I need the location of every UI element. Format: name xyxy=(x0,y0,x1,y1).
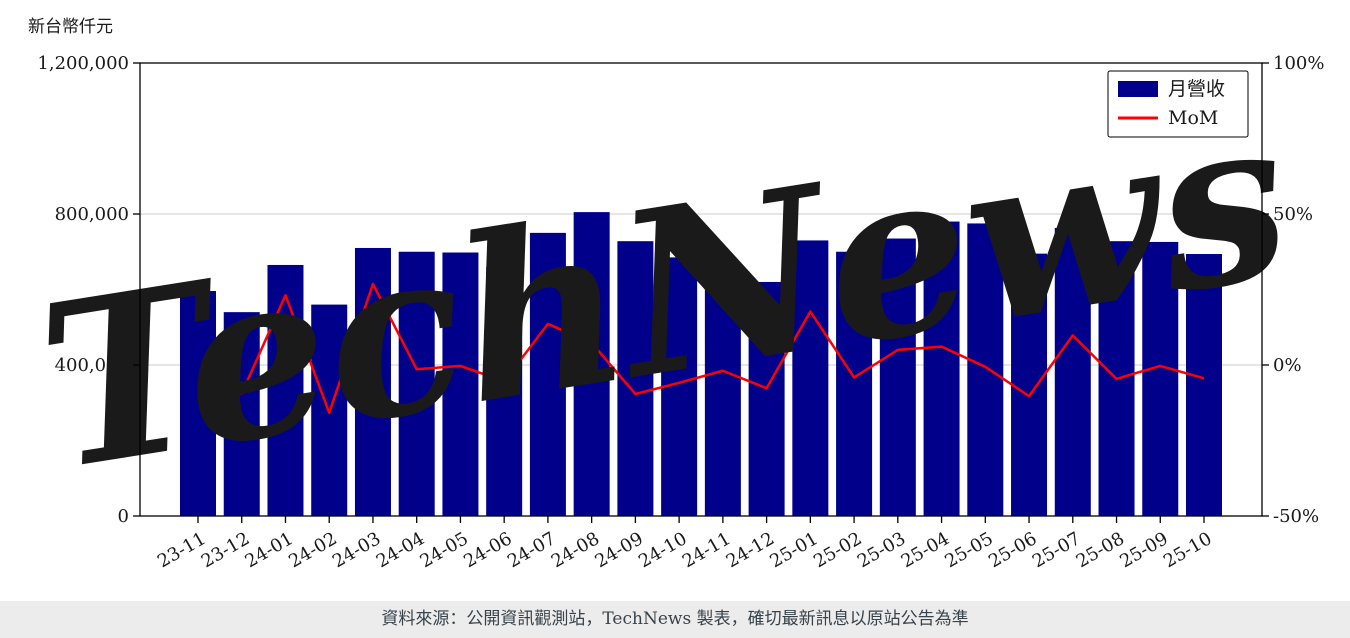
revenue-bar xyxy=(398,251,435,516)
plot-border xyxy=(139,62,1263,517)
x-axis-tick-label: 24-03 xyxy=(329,528,384,572)
x-axis-tick-label: 24-07 xyxy=(504,528,559,572)
revenue-bar xyxy=(1054,227,1091,516)
right-axis-tick-label: -50% xyxy=(1273,506,1319,527)
x-axis-tick-label: 24-04 xyxy=(373,528,428,572)
x-axis-tick-label: 24-05 xyxy=(416,528,471,572)
revenue-bar xyxy=(836,251,873,516)
x-axis-tick-label: 25-10 xyxy=(1160,528,1215,572)
mom-line xyxy=(197,282,1205,414)
x-axis-tick-label: 24-09 xyxy=(591,528,646,572)
x-axis-tick-label: 25-01 xyxy=(766,528,821,572)
x-axis-tick-label: 24-02 xyxy=(285,528,340,572)
x-axis-tick-label: 24-01 xyxy=(242,528,297,572)
left-axis-tick-label: 1,200,000 xyxy=(37,53,129,74)
source-footer: 資料來源：公開資訊觀測站，TechNews 製表，確切最新訊息以原站公告為準 xyxy=(0,601,1350,638)
x-axis-tick-label: 24-08 xyxy=(548,528,603,572)
right-axis-tick-label: 100% xyxy=(1273,53,1324,74)
revenue-bar xyxy=(792,240,829,517)
x-axis-tick-label: 24-12 xyxy=(723,528,778,572)
x-axis-tick-label: 25-02 xyxy=(810,528,865,572)
x-axis-tick-label: 25-07 xyxy=(1029,528,1084,572)
revenue-bar xyxy=(180,291,216,516)
revenue-bar xyxy=(223,312,260,516)
revenue-mom-chart: TechNews0400,000800,0001,200,000-50%0%50… xyxy=(25,53,1325,572)
revenue-bar xyxy=(354,247,391,516)
x-axis-tick-label: 24-10 xyxy=(635,528,690,572)
x-axis-tick-label: 25-03 xyxy=(854,528,909,572)
left-axis-unit-label: 新台幣仟元 xyxy=(28,17,113,37)
revenue-bar xyxy=(923,221,960,517)
x-axis-tick-label: 25-05 xyxy=(941,528,996,572)
revenue-bar xyxy=(1142,241,1179,516)
revenue-bar xyxy=(529,232,566,516)
revenue-bar xyxy=(442,252,479,516)
revenue-bar xyxy=(267,264,304,516)
legend-mom-label: MoM xyxy=(1168,107,1218,129)
legend-bar-swatch xyxy=(1118,81,1158,97)
left-axis-tick-label: 800,000 xyxy=(55,204,129,225)
x-axis-tick-label: 25-06 xyxy=(985,528,1040,572)
revenue-bar xyxy=(879,238,916,516)
x-axis-tick-label: 25-08 xyxy=(1073,528,1128,572)
x-axis-tick-label: 23-11 xyxy=(154,528,209,572)
left-axis-tick-label: 400,000 xyxy=(55,355,129,376)
x-axis-tick-label: 23-12 xyxy=(198,528,253,572)
revenue-bar xyxy=(967,223,1004,516)
revenue-bar xyxy=(486,266,523,516)
right-axis-tick-label: 50% xyxy=(1273,204,1313,225)
revenue-bar xyxy=(704,262,741,516)
revenue-bar xyxy=(1011,253,1048,516)
x-axis-tick-label: 25-09 xyxy=(1116,528,1171,572)
legend-bar-label: 月營收 xyxy=(1168,78,1225,100)
right-axis-tick-label: 0% xyxy=(1273,355,1302,376)
revenue-bar xyxy=(748,281,785,516)
x-axis-tick-label: 24-06 xyxy=(460,528,515,572)
revenue-bar xyxy=(1186,254,1222,516)
left-axis-tick-label: 0 xyxy=(118,506,129,527)
x-axis-tick-label: 24-11 xyxy=(679,528,734,572)
x-axis-tick-label: 25-04 xyxy=(898,528,953,572)
revenue-bar xyxy=(573,212,610,517)
